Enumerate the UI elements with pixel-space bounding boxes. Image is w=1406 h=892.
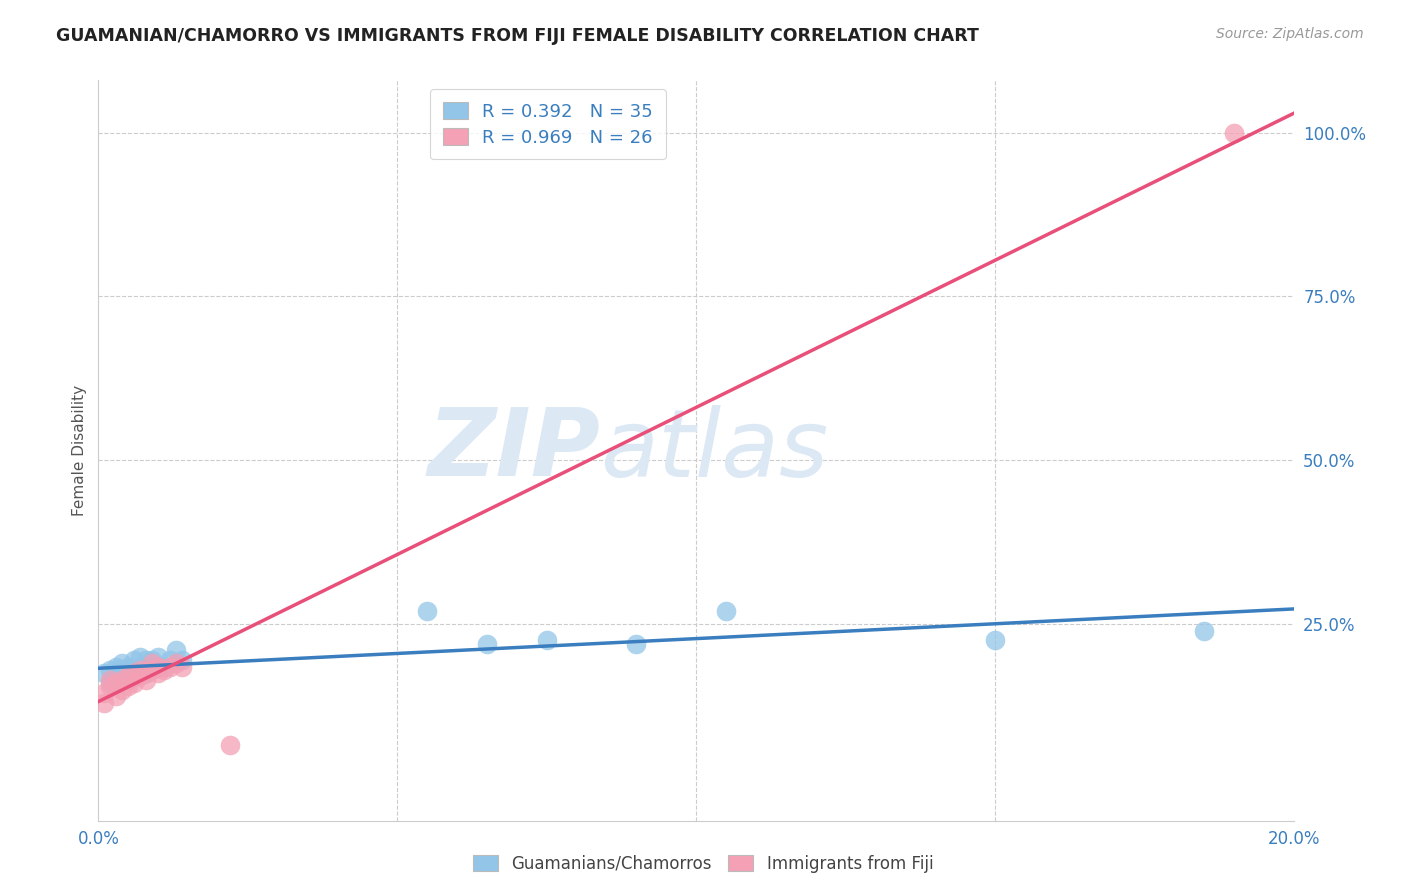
Point (135, 666, 157, 681)
Point (93, 666, 115, 681)
Point (117, 659, 139, 673)
Point (148, 649, 170, 664)
Point (93, 686, 115, 700)
Point (129, 663, 152, 677)
Point (117, 669, 139, 683)
Point (714, 604, 737, 618)
Text: Source: ZipAtlas.com: Source: ZipAtlas.com (1216, 27, 1364, 41)
Text: atlas: atlas (600, 405, 828, 496)
Point (172, 659, 194, 673)
Point (159, 659, 181, 673)
Point (148, 659, 170, 673)
Point (148, 666, 170, 681)
Text: GUAMANIAN/CHAMORRO VS IMMIGRANTS FROM FIJI FEMALE DISABILITY CORRELATION CHART: GUAMANIAN/CHAMORRO VS IMMIGRANTS FROM FI… (56, 27, 979, 45)
Point (165, 643, 187, 657)
Point (124, 663, 146, 677)
Point (135, 666, 157, 681)
Point (93, 696, 115, 710)
Point (172, 653, 194, 667)
Point (475, 637, 498, 651)
Point (117, 679, 139, 693)
Point (124, 676, 146, 690)
Point (129, 666, 152, 681)
Point (129, 649, 152, 664)
Point (153, 663, 176, 677)
Point (98, 676, 122, 690)
Point (141, 663, 163, 677)
Point (219, 739, 242, 753)
Point (124, 669, 146, 683)
Point (129, 669, 152, 683)
Point (98, 673, 122, 687)
Point (105, 659, 128, 673)
Point (117, 673, 139, 687)
Point (111, 673, 134, 687)
Point (141, 657, 163, 671)
Point (117, 666, 139, 681)
Point (124, 666, 146, 681)
Y-axis label: Female Disability: Female Disability (72, 384, 87, 516)
Point (98, 679, 122, 693)
Point (1192, 624, 1215, 638)
Point (124, 653, 146, 667)
Point (984, 633, 1007, 648)
Point (111, 657, 134, 671)
Point (135, 653, 157, 667)
Point (153, 659, 176, 673)
Point (111, 663, 134, 677)
Point (105, 666, 128, 681)
Point (111, 669, 134, 683)
Text: ZIP: ZIP (427, 404, 600, 497)
Point (105, 689, 128, 703)
Point (626, 637, 648, 651)
Point (98, 663, 122, 677)
Point (1223, 126, 1246, 140)
Point (141, 653, 163, 667)
Point (416, 604, 439, 618)
Legend: Guamanians/Chamorros, Immigrants from Fiji: Guamanians/Chamorros, Immigrants from Fi… (467, 848, 939, 880)
Legend: R = 0.392   N = 35, R = 0.969   N = 26: R = 0.392 N = 35, R = 0.969 N = 26 (430, 89, 666, 160)
Point (129, 659, 152, 673)
Point (141, 659, 163, 673)
Point (105, 673, 128, 687)
Point (536, 633, 558, 648)
Point (159, 653, 181, 667)
Point (148, 659, 170, 673)
Point (135, 673, 157, 687)
Point (111, 682, 134, 697)
Point (165, 657, 187, 671)
Point (105, 676, 128, 690)
